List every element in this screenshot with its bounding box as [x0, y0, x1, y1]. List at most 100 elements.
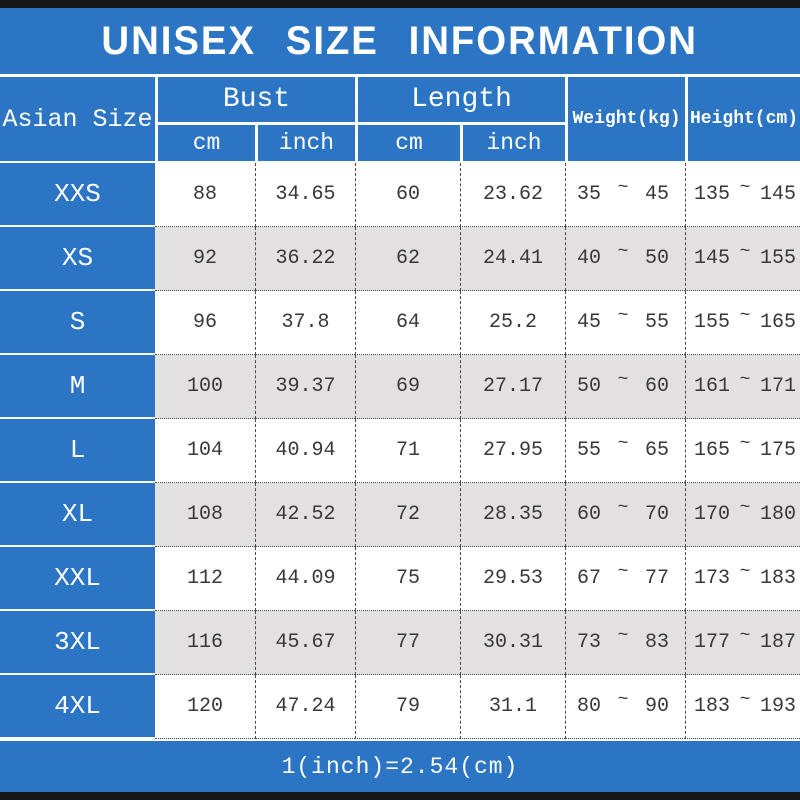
weight-max: 70	[644, 503, 669, 526]
height-max: 180	[759, 503, 796, 526]
header-weight: Weight(kg)	[565, 77, 685, 161]
tilde-separator: ~	[617, 689, 629, 710]
header-bust-cm: cm	[192, 130, 221, 156]
weight-range: 50 ~ 60	[565, 355, 685, 419]
bust-inch-value: 36.22	[255, 227, 355, 291]
height-max: 175	[759, 439, 796, 462]
tilde-separator: ~	[739, 561, 751, 582]
length-cm-value: 79	[355, 675, 460, 739]
weight-min: 40	[577, 247, 602, 270]
weight-min: 55	[577, 439, 602, 462]
tilde-separator: ~	[739, 177, 751, 198]
length-inch-value: 27.95	[460, 419, 565, 483]
height-min: 165	[694, 439, 731, 462]
height-max: 165	[759, 311, 796, 334]
weight-max: 83	[644, 631, 669, 654]
tilde-separator: ~	[617, 625, 629, 646]
bust-cm-value: 104	[155, 419, 255, 483]
tilde-separator: ~	[617, 433, 629, 454]
length-inch-value: 25.2	[460, 291, 565, 355]
bottom-black-bar	[0, 792, 800, 800]
bust-cm-value: 116	[155, 611, 255, 675]
tilde-separator: ~	[739, 433, 751, 454]
table-header: Asian Size Bust cm inch Length cm inch W…	[0, 77, 800, 163]
weight-min: 45	[577, 311, 602, 334]
tilde-separator: ~	[617, 177, 629, 198]
header-height: Height(cm)	[685, 77, 800, 161]
weight-min: 73	[577, 631, 602, 654]
bust-cm-value: 108	[155, 483, 255, 547]
height-range: 170 ~ 180	[685, 483, 800, 547]
length-cm-value: 77	[355, 611, 460, 675]
bust-inch-value: 34.65	[255, 163, 355, 227]
length-cm-value: 64	[355, 291, 460, 355]
length-inch-value: 30.31	[460, 611, 565, 675]
weight-range: 35 ~ 45	[565, 163, 685, 227]
bust-inch-value: 47.24	[255, 675, 355, 739]
height-range: 183 ~ 193	[685, 675, 800, 739]
bust-cm-value: 100	[155, 355, 255, 419]
weight-max: 60	[644, 375, 669, 398]
length-cm-value: 69	[355, 355, 460, 419]
weight-range: 80 ~ 90	[565, 675, 685, 739]
length-cm-value: 75	[355, 547, 460, 611]
header-asian-size: Asian Size	[2, 104, 153, 134]
tilde-separator: ~	[739, 369, 751, 390]
weight-max: 65	[644, 439, 669, 462]
header-length-subrow: cm inch	[358, 125, 565, 161]
length-cm-value: 60	[355, 163, 460, 227]
weight-max: 55	[644, 311, 669, 334]
tilde-separator: ~	[739, 497, 751, 518]
tilde-separator: ~	[617, 369, 629, 390]
table-body: XXS 88 34.65 60 23.62 35 ~ 45 135 ~ 145 …	[0, 163, 800, 739]
table-row-l: L 104 40.94 71 27.95 55 ~ 65 165 ~ 175	[0, 419, 800, 483]
length-inch-value: 31.1	[460, 675, 565, 739]
height-min: 170	[694, 503, 731, 526]
tilde-separator: ~	[617, 241, 629, 262]
tilde-separator: ~	[739, 305, 751, 326]
bust-inch-value: 37.8	[255, 291, 355, 355]
tilde-separator: ~	[617, 561, 629, 582]
height-range: 165 ~ 175	[685, 419, 800, 483]
table-row-3xl: 3XL 116 45.67 77 30.31 73 ~ 83 177 ~ 187	[0, 611, 800, 675]
size-label: S	[0, 291, 155, 355]
weight-range: 55 ~ 65	[565, 419, 685, 483]
tilde-separator: ~	[739, 625, 751, 646]
height-range: 161 ~ 171	[685, 355, 800, 419]
bust-inch-value: 40.94	[255, 419, 355, 483]
weight-max: 50	[644, 247, 669, 270]
height-max: 155	[759, 247, 796, 270]
header-length-label: Length	[358, 77, 565, 125]
size-label: XXS	[0, 163, 155, 227]
tilde-separator: ~	[617, 305, 629, 326]
height-min: 135	[694, 183, 731, 206]
height-range: 135 ~ 145	[685, 163, 800, 227]
table-row-4xl: 4XL 120 47.24 79 31.1 80 ~ 90 183 ~ 193	[0, 675, 800, 739]
tilde-separator: ~	[739, 241, 751, 262]
height-max: 171	[759, 375, 796, 398]
weight-min: 50	[577, 375, 602, 398]
conversion-note: 1(inch)=2.54(cm)	[281, 753, 519, 780]
table-row-s: S 96 37.8 64 25.2 45 ~ 55 155 ~ 165	[0, 291, 800, 355]
bust-inch-value: 45.67	[255, 611, 355, 675]
weight-max: 90	[644, 695, 669, 718]
table-row-xxl: XXL 112 44.09 75 29.53 67 ~ 77 173 ~ 183	[0, 547, 800, 611]
page-title: UNISEX SIZE INFORMATION	[101, 18, 699, 63]
tilde-separator: ~	[739, 689, 751, 710]
size-label: XXL	[0, 547, 155, 611]
header-group-length: Length cm inch	[355, 77, 565, 161]
header-bust-inch: inch	[255, 125, 355, 161]
size-label: M	[0, 355, 155, 419]
weight-range: 60 ~ 70	[565, 483, 685, 547]
bust-inch-value: 39.37	[255, 355, 355, 419]
height-max: 183	[759, 567, 796, 590]
size-label: XL	[0, 483, 155, 547]
size-label: XS	[0, 227, 155, 291]
weight-max: 45	[644, 183, 669, 206]
height-min: 155	[694, 311, 731, 334]
height-min: 161	[694, 375, 731, 398]
table-row-xl: XL 108 42.52 72 28.35 60 ~ 70 170 ~ 180	[0, 483, 800, 547]
height-range: 145 ~ 155	[685, 227, 800, 291]
height-min: 177	[694, 631, 731, 654]
